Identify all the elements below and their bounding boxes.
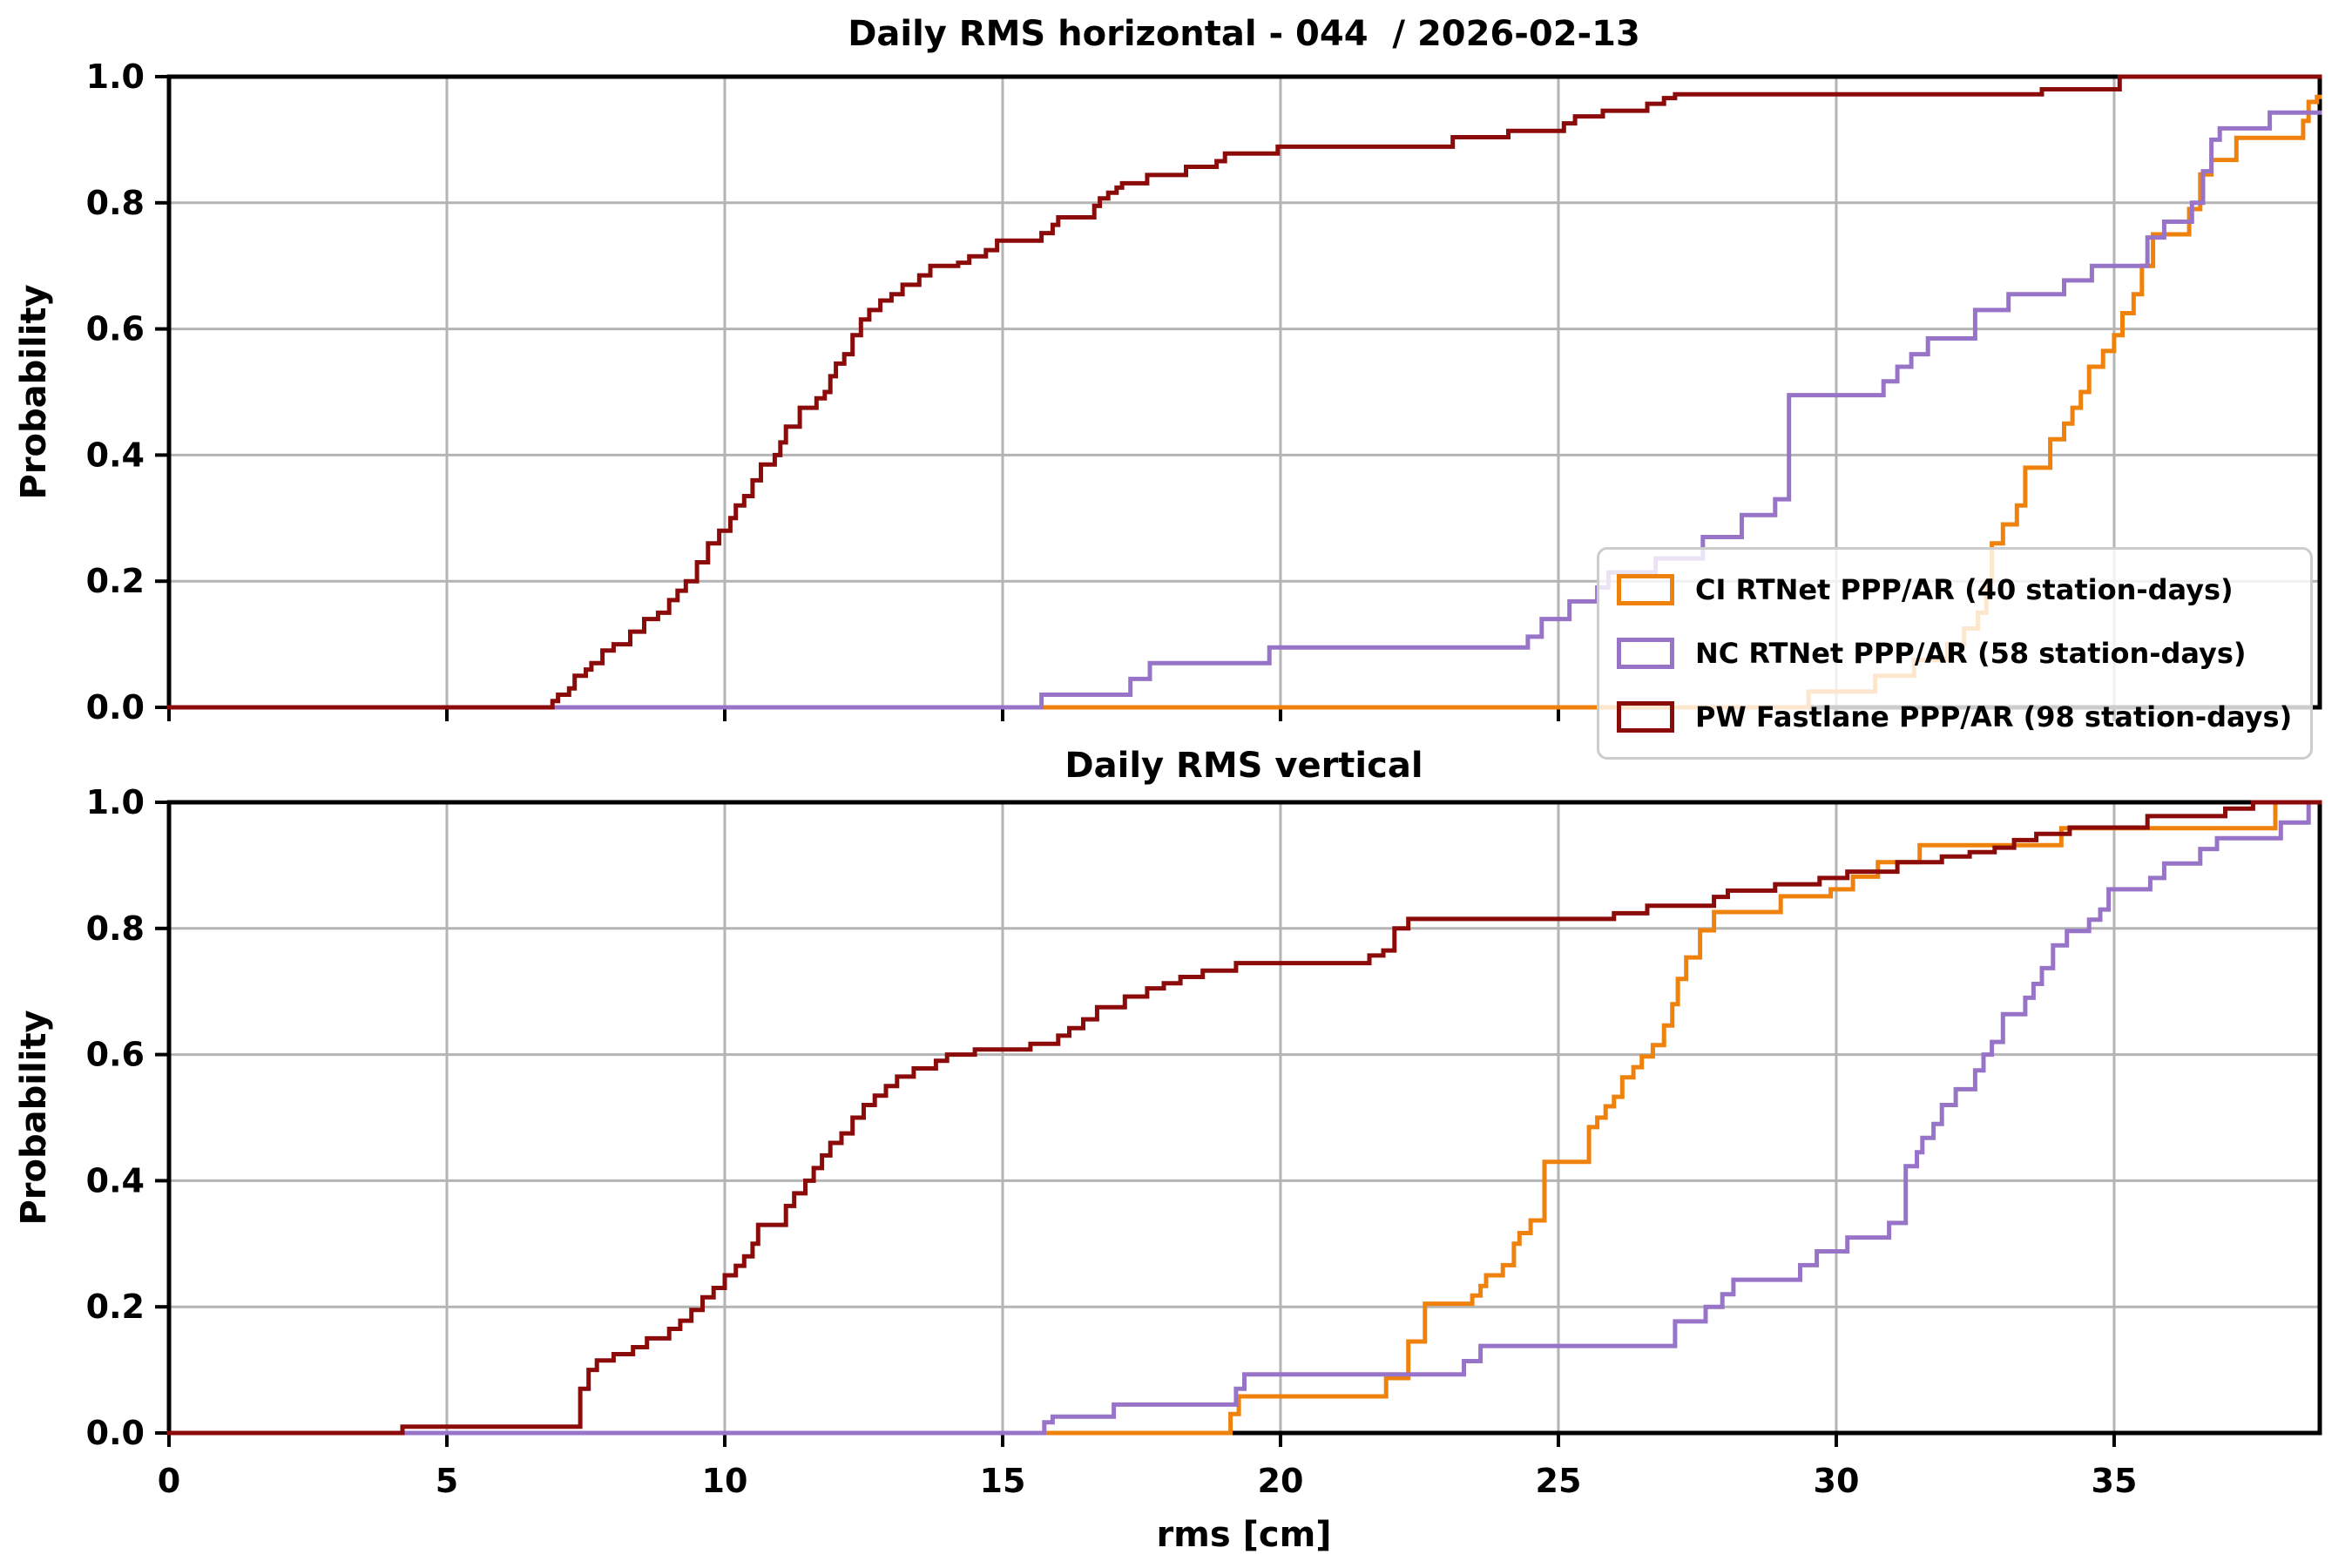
legend-label-ci: CI RTNet PPP/AR (40 station-days) xyxy=(1695,573,2234,607)
y-tick-label: 0.6 xyxy=(86,1036,145,1074)
bottom-plot-title: Daily RMS vertical xyxy=(1064,746,1423,786)
axes-spines xyxy=(166,800,2322,1436)
nc-series-swatch-icon xyxy=(1617,637,1674,669)
y-tick-label: 1.0 xyxy=(86,57,145,96)
x-tick-label: 30 xyxy=(1814,1462,1860,1500)
top-plot-title: Daily RMS horizontal - 044 / 2026-02-13 xyxy=(848,14,1640,54)
x-tick-label: 10 xyxy=(702,1462,748,1500)
legend-label-nc: NC RTNet PPP/AR (58 station-days) xyxy=(1695,636,2247,670)
y-tick-label: 0.4 xyxy=(86,1161,145,1200)
pw-series-swatch-icon xyxy=(1617,700,1674,733)
x-tick-label: 0 xyxy=(158,1462,180,1500)
y-tick-label: 0.0 xyxy=(86,1414,145,1452)
plot-1: 0 5 10 15 20 25 30 35 0.0 0.2 0.4 0.6 0.8 1.0 xyxy=(86,783,2322,1500)
series-curve-top xyxy=(166,74,2322,710)
y-tick-label: 0.2 xyxy=(86,562,145,600)
ci-series-swatch-icon xyxy=(1617,574,1674,606)
x-tick-label: 35 xyxy=(2092,1462,2138,1500)
y-tick-label: 0.6 xyxy=(86,310,145,348)
legend: CI RTNet PPP/AR (40 station-days) NC RTN… xyxy=(1597,547,2313,760)
y-tick-label: 0.8 xyxy=(86,184,145,222)
y-tick-label: 0.2 xyxy=(86,1288,145,1326)
x-tick-label: 20 xyxy=(1258,1462,1304,1500)
series-curve-bottom xyxy=(166,800,2322,1436)
bottom-y-axis-label: Probability xyxy=(14,1010,54,1225)
legend-item-nc: NC RTNet PPP/AR (58 station-days) xyxy=(1599,637,2310,670)
plots-layer: 0.0 0.2 0.4 0.6 0.8 1.0 0 5 10 15 20 25 30 35 0.0 0.2 0.… xyxy=(86,57,2322,1500)
x-tick-label: 15 xyxy=(980,1462,1026,1500)
legend-item-ci: CI RTNet PPP/AR (40 station-days) xyxy=(1599,573,2310,606)
top-y-axis-label: Probability xyxy=(14,284,54,499)
y-tick-label: 0.8 xyxy=(86,909,145,948)
x-axis-label: rms [cm] xyxy=(1156,1515,1331,1555)
x-tick-label: 5 xyxy=(436,1462,458,1500)
y-tick-label: 0.0 xyxy=(86,688,145,727)
y-tick-label: 1.0 xyxy=(86,783,145,821)
y-tick-label: 0.4 xyxy=(86,436,145,474)
x-tick-label: 25 xyxy=(1536,1462,1582,1500)
legend-label-pw: PW Fastlane PPP/AR (98 station-days) xyxy=(1695,700,2293,733)
legend-item-pw: PW Fastlane PPP/AR (98 station-days) xyxy=(1599,700,2310,733)
series-curve-bottom xyxy=(166,800,2322,1436)
series-curve-bottom xyxy=(166,800,2322,1436)
series-curve-top xyxy=(166,110,2322,710)
